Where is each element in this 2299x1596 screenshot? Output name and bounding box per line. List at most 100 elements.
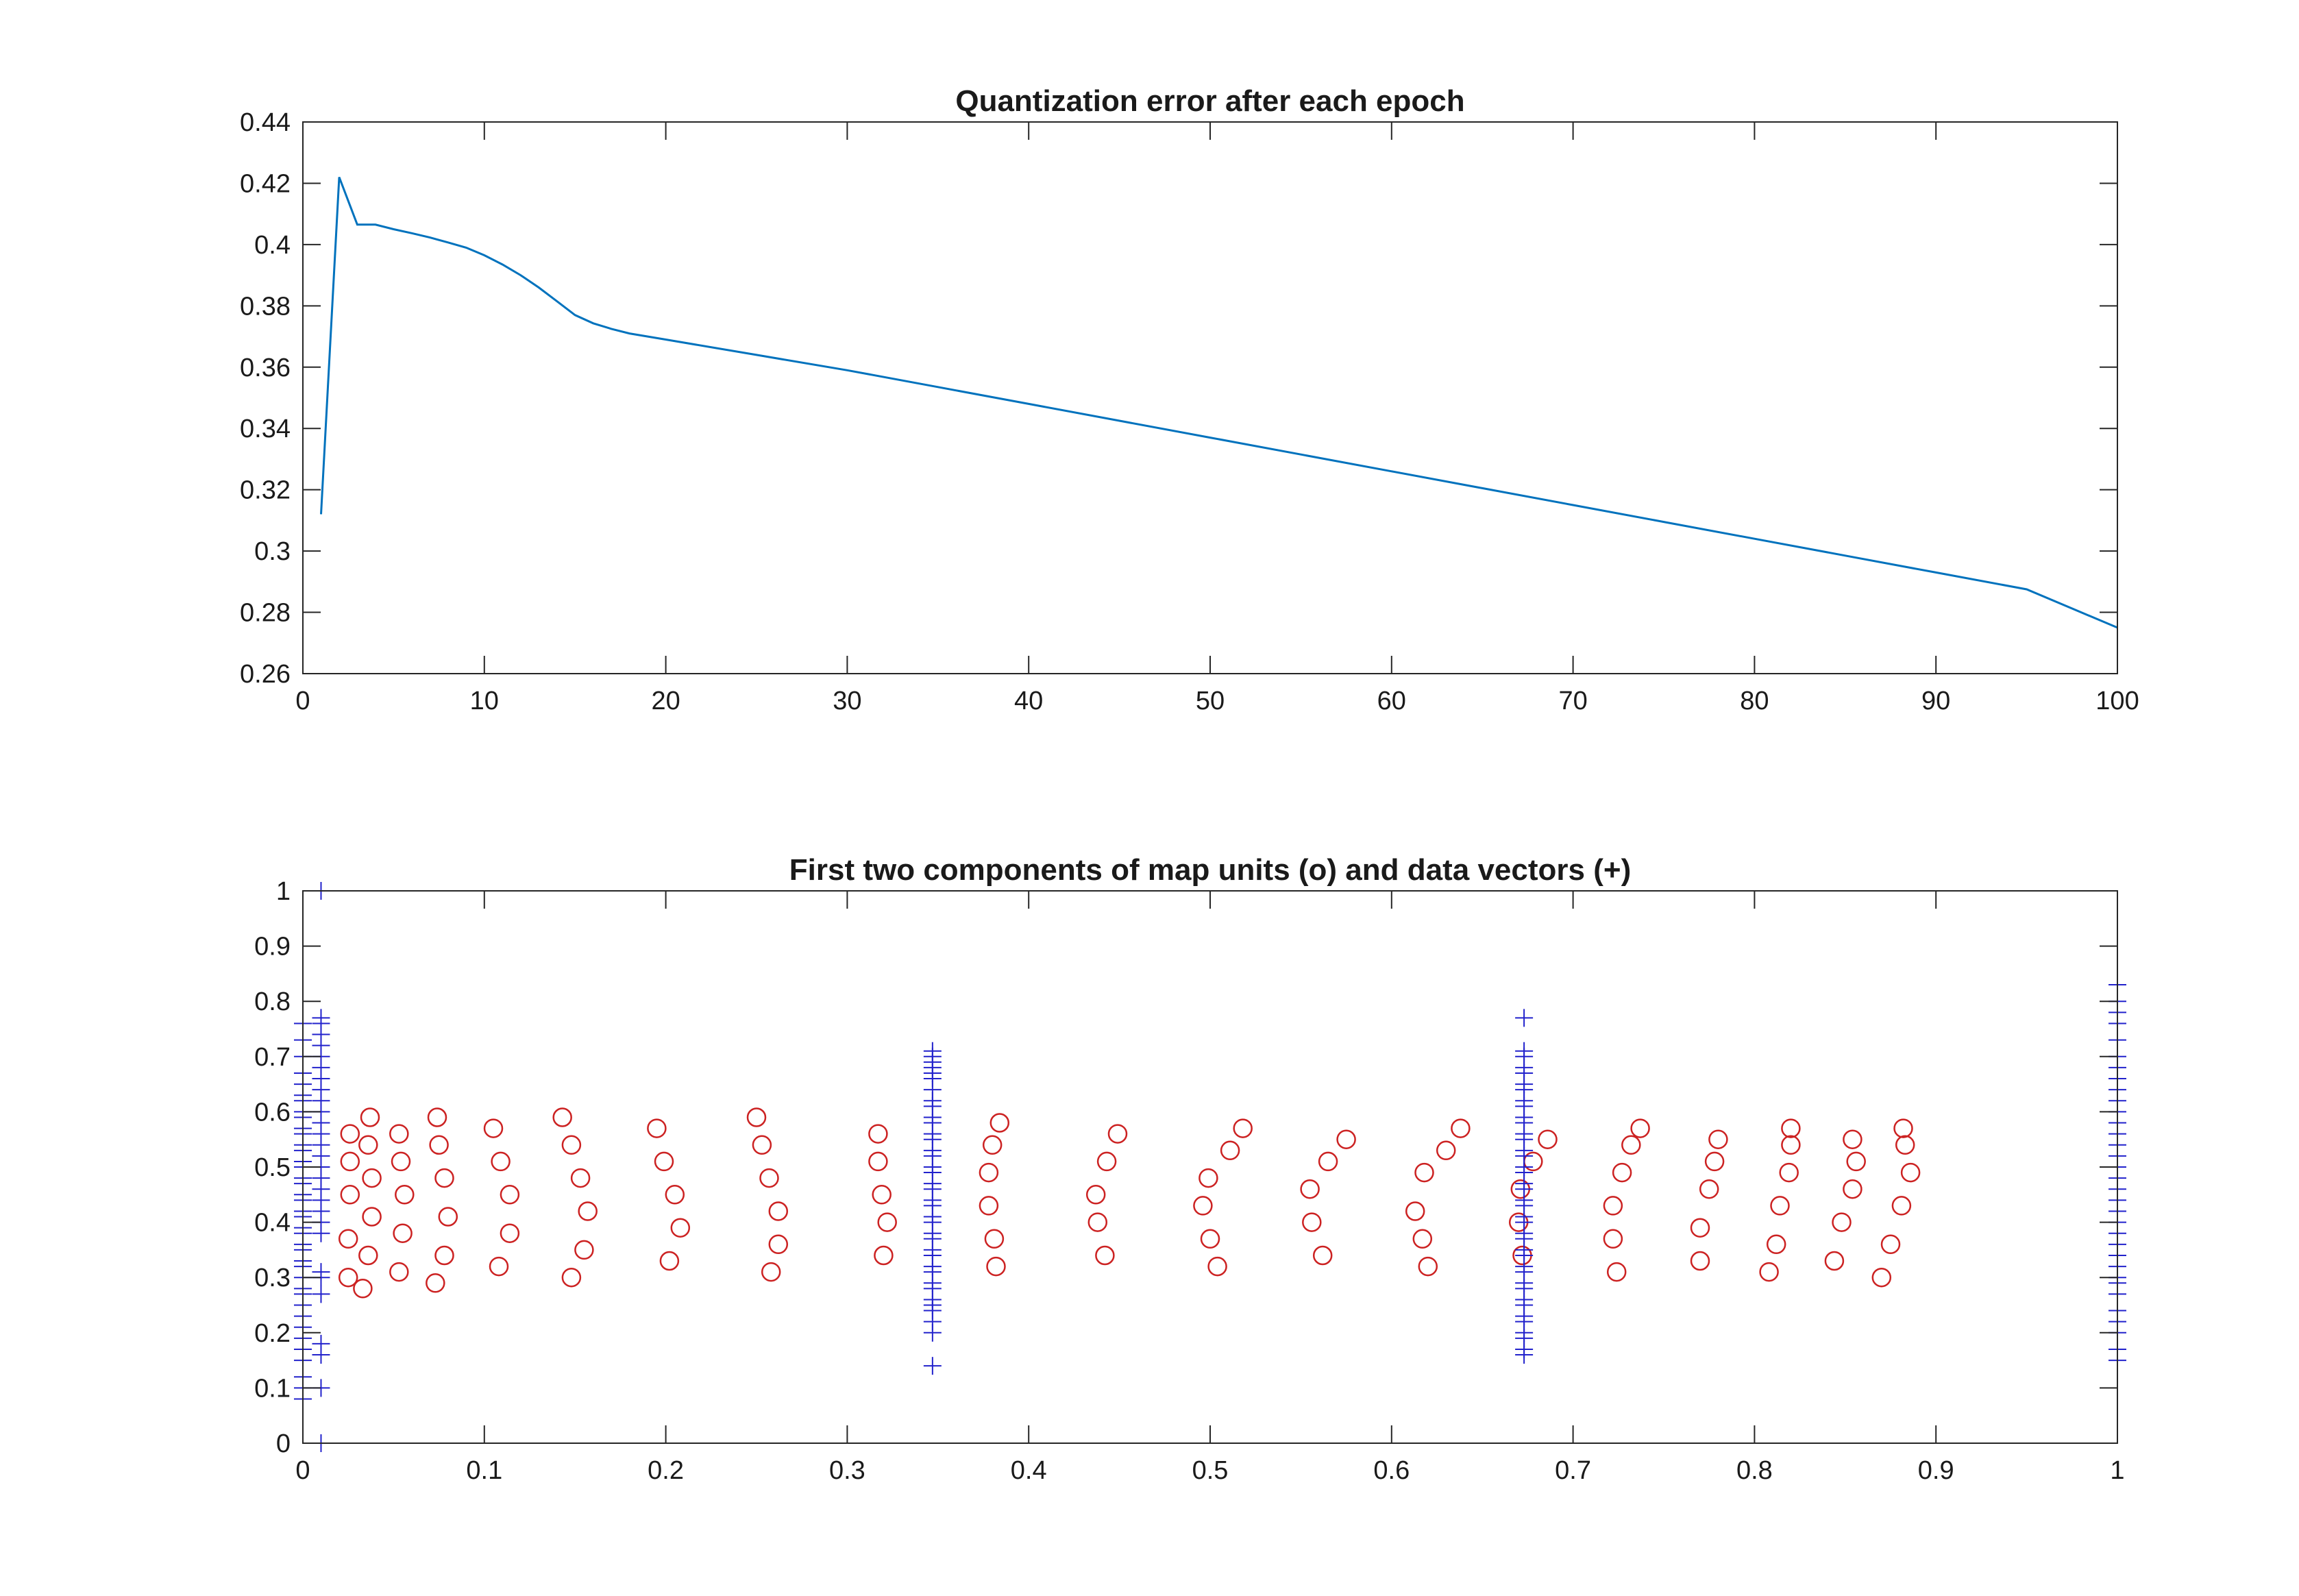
map-unit-marker [877, 1212, 897, 1232]
quantization-error-title: Quantization error after each epoch [955, 84, 1464, 118]
map-unit-marker [561, 1267, 582, 1288]
map-unit-marker [1414, 1162, 1434, 1183]
map-unit-marker [1436, 1140, 1456, 1161]
map-unit-marker [989, 1113, 1010, 1133]
map-unit-marker [1824, 1251, 1845, 1271]
map-unit-marker [874, 1245, 894, 1266]
map-unit-marker [1770, 1196, 1790, 1216]
map-unit-marker [1095, 1245, 1115, 1266]
y-tick-label: 0.42 [240, 169, 291, 198]
map-unit-marker [1612, 1162, 1632, 1183]
x-tick-label: 90 [1921, 687, 1950, 715]
map-unit-marker [1843, 1179, 1862, 1199]
map-unit-marker [391, 1151, 411, 1172]
x-tick-label: 80 [1740, 687, 1769, 715]
map-unit-marker [395, 1185, 415, 1205]
y-tick-label: 0.4 [254, 231, 291, 260]
map-unit-marker [752, 1135, 772, 1155]
map-unit-marker [1843, 1129, 1862, 1149]
map-unit-marker [338, 1229, 358, 1249]
map-unit-marker [429, 1135, 449, 1155]
x-tick-label: 0 [295, 687, 310, 715]
quantization-error-line [320, 176, 2118, 629]
x-tick-label: 0 [295, 1456, 310, 1485]
x-tick-label: 60 [1377, 687, 1406, 715]
x-tick-label: 0.1 [466, 1456, 502, 1485]
map-unit-marker [1704, 1151, 1725, 1172]
x-tick-label: 50 [1196, 687, 1225, 715]
map-unit-marker [340, 1124, 360, 1144]
map-unit-marker [360, 1107, 380, 1127]
map-unit-marker [759, 1168, 779, 1188]
map-unit-marker [982, 1135, 1003, 1155]
x-tick-label: 0.5 [1192, 1456, 1229, 1485]
map-unit-marker [1412, 1229, 1433, 1249]
y-tick-label: 0.3 [254, 1264, 291, 1292]
map-unit-marker [500, 1185, 520, 1205]
map-unit-marker [1832, 1212, 1852, 1232]
map-unit-marker [393, 1223, 413, 1243]
map-unit-marker [654, 1151, 674, 1172]
x-tick-label: 20 [651, 687, 680, 715]
map-unit-marker [768, 1201, 789, 1221]
map-unit-marker [1699, 1179, 1719, 1199]
y-tick-label: 1 [276, 877, 291, 906]
map-unit-marker [338, 1267, 358, 1288]
map-unit-marker [665, 1185, 685, 1205]
map-unit-marker [1603, 1196, 1623, 1216]
x-tick-label: 10 [470, 687, 499, 715]
map-unit-marker [1300, 1179, 1320, 1199]
map-unit-marker [1220, 1140, 1240, 1161]
map-unit-marker [1193, 1196, 1213, 1216]
map-unit-marker [1708, 1129, 1728, 1149]
map-unit-marker [1538, 1129, 1558, 1149]
y-tick-label: 0.8 [254, 987, 291, 1016]
map-unit-marker [561, 1135, 582, 1155]
map-unit-marker [340, 1185, 360, 1205]
x-tick-label: 0.3 [829, 1456, 865, 1485]
map-unit-marker [1781, 1135, 1801, 1155]
map-unit-marker [659, 1251, 680, 1271]
y-tick-label: 0.34 [240, 415, 291, 443]
map-unit-marker [1690, 1251, 1710, 1271]
quantization-error-axes: Quantization error after each epoch 0 10 2… [240, 84, 2139, 715]
map-unit-marker [670, 1218, 691, 1238]
map-unit-marker [647, 1118, 667, 1138]
y-tick-label: 0.28 [240, 599, 291, 628]
y-tick-label: 0.1 [254, 1374, 291, 1403]
map-units-title: First two components of map units (o) an… [789, 853, 1631, 887]
map-unit-marker [1880, 1234, 1901, 1255]
map-unit-marker [1405, 1201, 1425, 1221]
map-unit-marker [489, 1256, 509, 1277]
map-unit-marker [986, 1256, 1006, 1277]
map-unit-marker [1336, 1129, 1356, 1149]
y-tick-label: 0.38 [240, 292, 291, 321]
map-unit-marker [1606, 1262, 1627, 1282]
map-unit-marker [1451, 1118, 1471, 1138]
map-unit-marker [1318, 1151, 1338, 1172]
y-tick-label: 0.32 [240, 476, 291, 505]
map-unit-marker [746, 1107, 767, 1127]
data-vector-marker [923, 1357, 942, 1375]
map-unit-marker [427, 1107, 447, 1127]
map-unit-marker [1107, 1124, 1128, 1144]
map-unit-marker [438, 1207, 458, 1227]
data-vector-marker [312, 1263, 330, 1281]
map-unit-marker [578, 1201, 598, 1221]
quantization-error-axes-box [302, 121, 2118, 674]
map-units-ticks: 0 0.1 0.2 0.3 0.4 0.5 0.6 0.7 0.8 0.9 1 0 0.1 0.2 0.3 0… [254, 877, 2124, 1485]
map-unit-marker [1871, 1267, 1892, 1288]
quantization-error-plot-area [320, 176, 2118, 629]
y-tick-label: 0.5 [254, 1153, 291, 1182]
map-unit-marker [1312, 1245, 1333, 1266]
map-unit-marker [353, 1279, 373, 1299]
map-unit-marker [768, 1234, 789, 1255]
map-unit-marker [1766, 1234, 1786, 1255]
map-unit-marker [1085, 1185, 1106, 1205]
data-vector-marker [312, 1009, 330, 1027]
x-tick-label: 0.9 [1918, 1456, 1954, 1485]
y-tick-label: 0.4 [254, 1209, 291, 1238]
map-unit-marker [552, 1107, 572, 1127]
map-unit-marker [1781, 1118, 1801, 1138]
